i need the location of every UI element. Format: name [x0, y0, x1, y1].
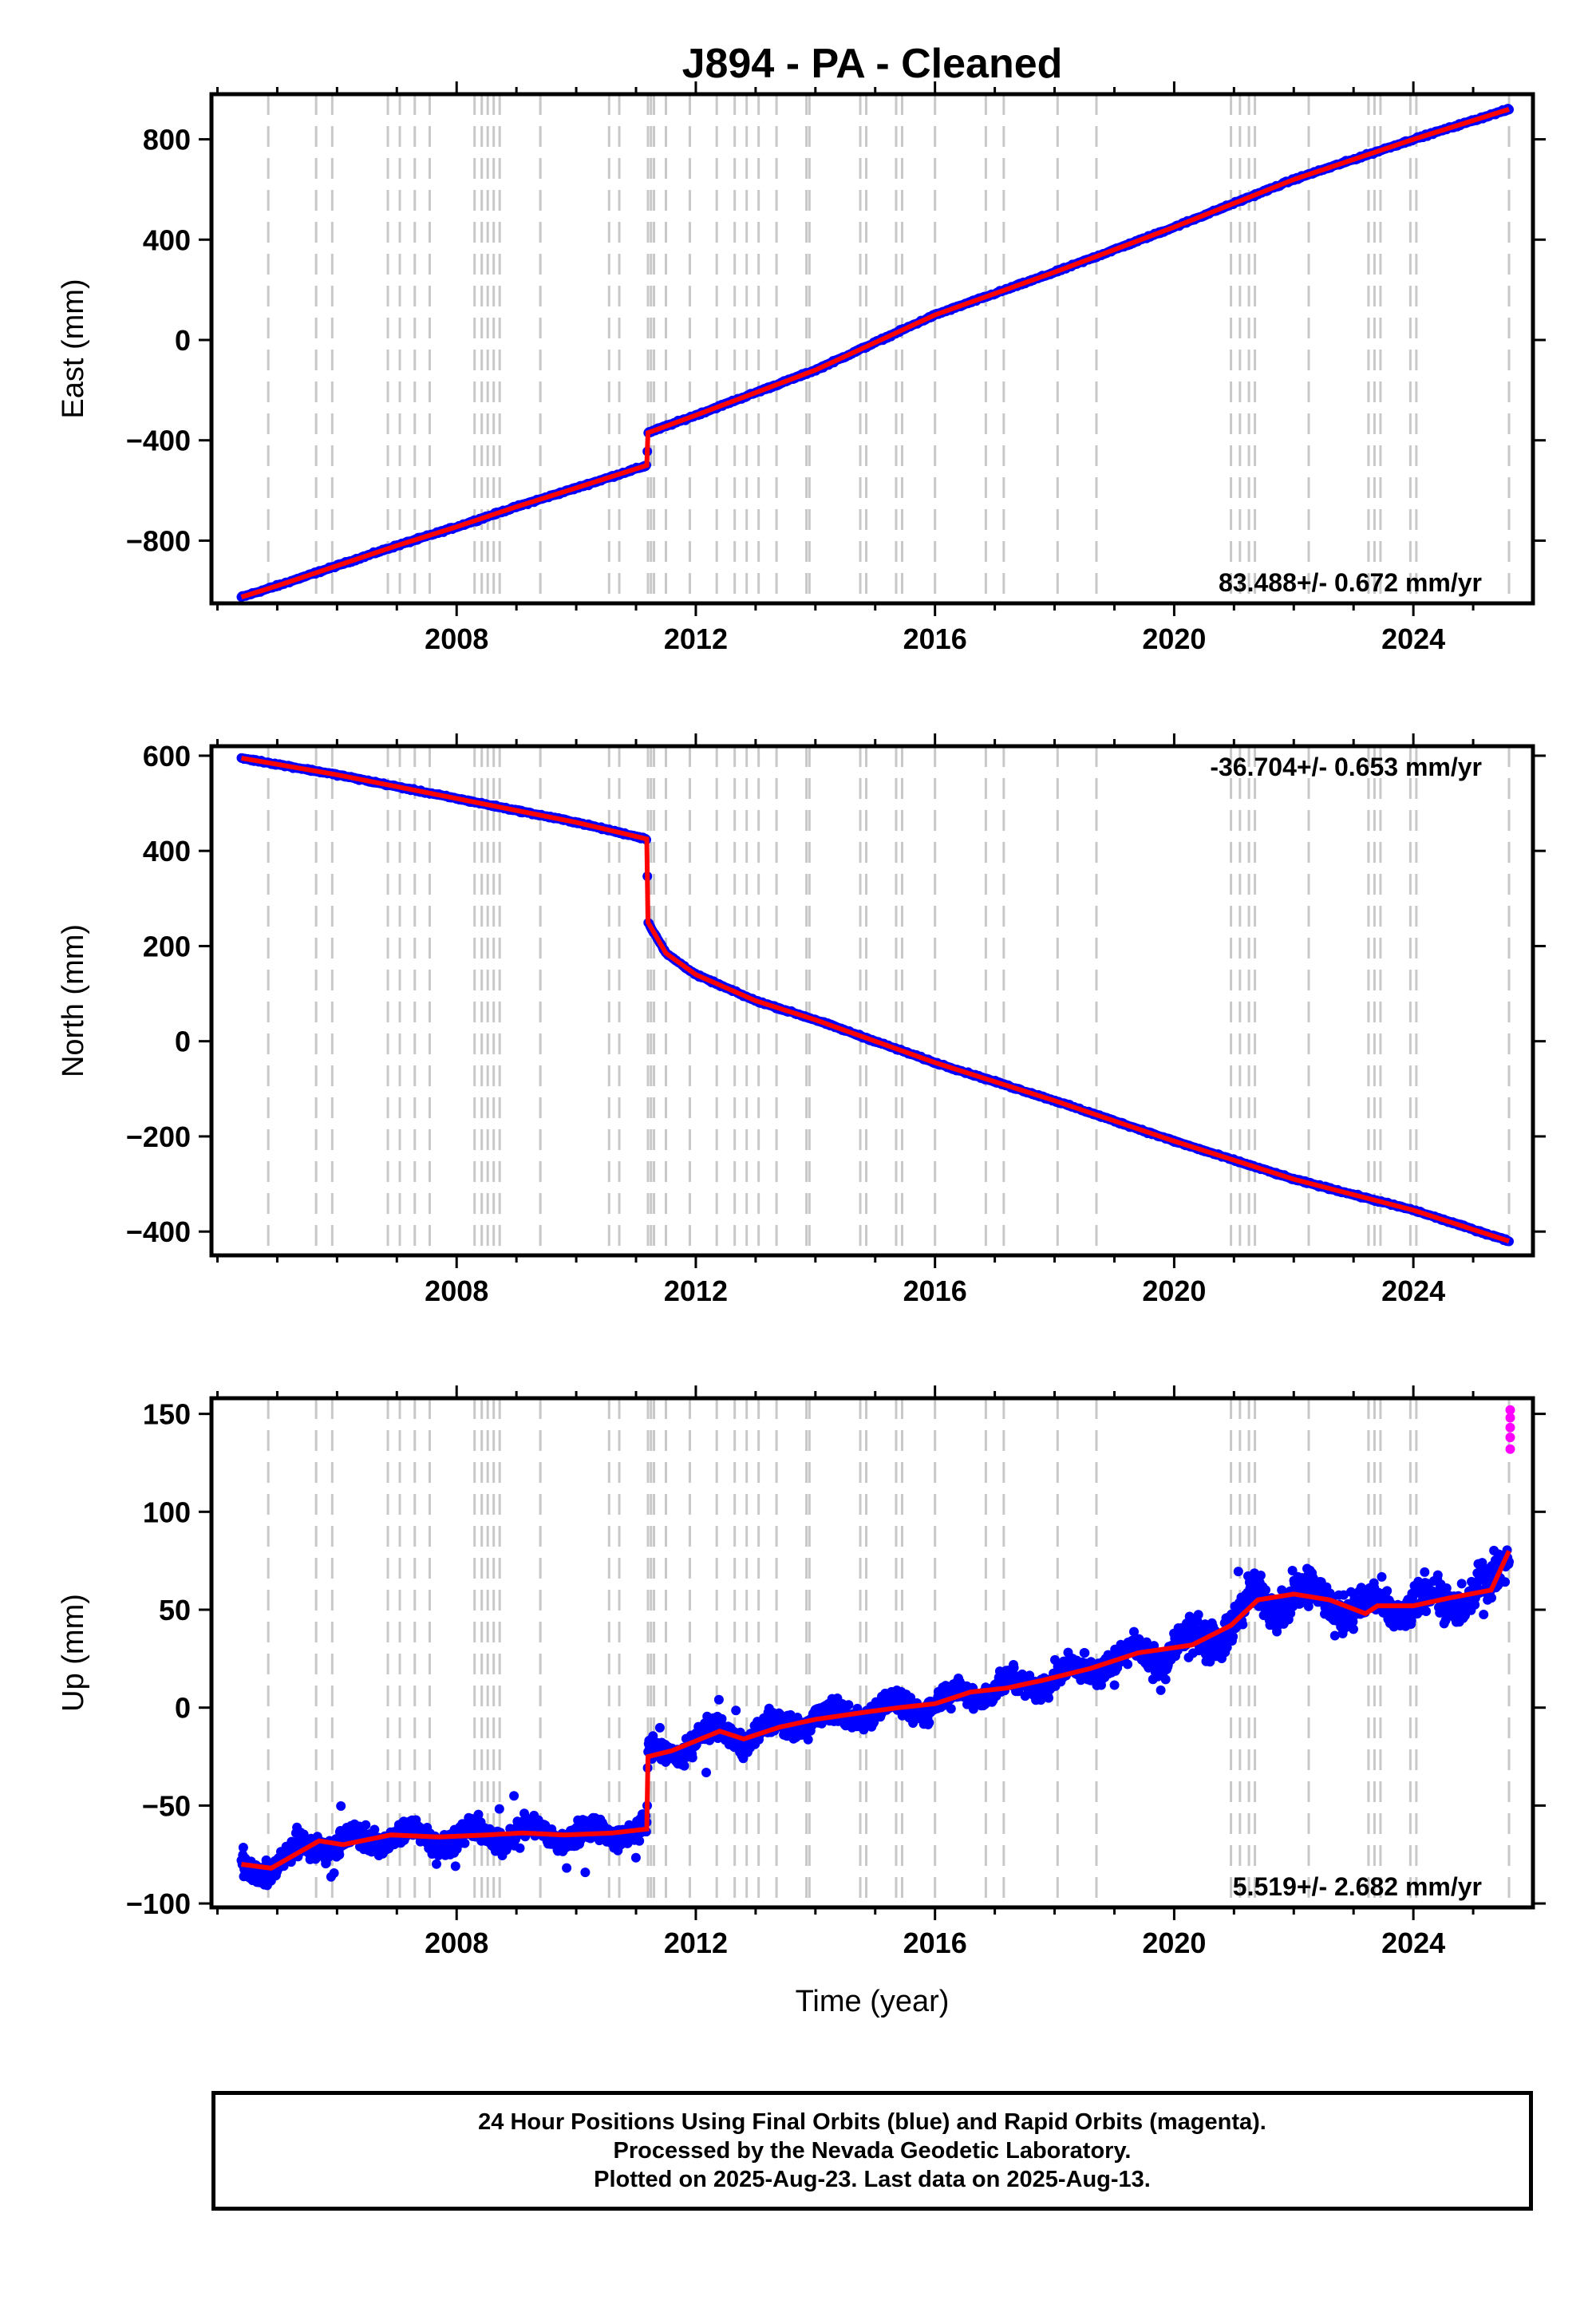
- data-point: [580, 1867, 591, 1878]
- y-tick-label: 200: [143, 930, 191, 962]
- data-point: [803, 1734, 813, 1745]
- data-point: [731, 1705, 741, 1716]
- data-point: [515, 1843, 525, 1853]
- y-tick-label: 400: [143, 223, 191, 256]
- data-point: [701, 1768, 711, 1777]
- plot-area-up: [236, 1398, 1515, 1907]
- data-point: [687, 1753, 697, 1763]
- x-tick-label: 2008: [425, 622, 488, 655]
- data-point: [1160, 1674, 1171, 1685]
- data-point: [460, 1838, 470, 1848]
- plot-frame: [209, 744, 1535, 1258]
- x-tick-label: 2020: [1142, 1275, 1206, 1307]
- y-tick-label: 0: [175, 1026, 191, 1058]
- velocity-label: 83.488+/- 0.672 mm/yr: [1219, 568, 1482, 597]
- data-point: [473, 1809, 484, 1820]
- data-point: [869, 1717, 879, 1727]
- data-point: [906, 1693, 916, 1703]
- y-axis-title: East (mm): [57, 279, 90, 418]
- data-point: [1123, 1659, 1133, 1670]
- data-point: [679, 1761, 689, 1771]
- data-point: [509, 1791, 519, 1801]
- data-point: [329, 1868, 339, 1878]
- data-point: [1129, 1626, 1139, 1637]
- x-tick-label: 2020: [1142, 622, 1206, 655]
- y-tick-label: −400: [126, 1215, 191, 1248]
- data-point: [336, 1801, 346, 1811]
- data-point: [634, 1836, 645, 1846]
- data-point: [562, 1863, 572, 1873]
- model-line: [240, 755, 1510, 1243]
- data-point: [1080, 1648, 1090, 1658]
- chart-title: J894 - PA - Cleaned: [682, 41, 1063, 87]
- data-point: [713, 1694, 724, 1705]
- data-point: [432, 1859, 441, 1869]
- data-point: [450, 1861, 460, 1871]
- x-tick-label: 2008: [425, 1275, 488, 1307]
- x-tick-label: 2024: [1381, 622, 1445, 655]
- data-point: [1109, 1680, 1120, 1690]
- data-point: [334, 1850, 345, 1860]
- x-tick-label: 2012: [664, 1275, 728, 1307]
- data-point: [630, 1852, 641, 1863]
- data-point: [1103, 1650, 1113, 1660]
- plot-area-north: [236, 746, 1514, 1255]
- y-tick-label: −400: [126, 425, 191, 457]
- data-point: [1009, 1662, 1019, 1673]
- y-tick-label: −800: [126, 524, 191, 557]
- y-tick-label: 0: [175, 324, 191, 357]
- data-point: [843, 1700, 854, 1710]
- plot-frame: [209, 92, 1535, 606]
- data-point: [1044, 1693, 1053, 1703]
- data-point: [494, 1804, 504, 1814]
- data-point: [946, 1704, 956, 1714]
- y-tick-label: 600: [143, 740, 191, 773]
- model-line: [240, 107, 1510, 599]
- y-tick-label: −200: [126, 1120, 191, 1153]
- data-point: [1156, 1685, 1166, 1695]
- data-point: [717, 1713, 727, 1724]
- data-point: [238, 1843, 248, 1852]
- data-point: [595, 1836, 605, 1846]
- data-point: [361, 1820, 371, 1830]
- panel-north: 2008 2012 2016 2020 2024 −400 −200 0 200 400 600 No…: [57, 733, 1546, 1307]
- panel-east: 2008 2012 2016 2020 2024 −800 −400 0 400 800 East …: [57, 81, 1546, 655]
- data-point: [369, 1824, 380, 1835]
- y-axis-title: North (mm): [57, 924, 90, 1077]
- x-tick-label: 2012: [664, 622, 728, 655]
- plot-area-east: [236, 94, 1514, 603]
- x-tick-label: 2016: [903, 1275, 967, 1307]
- data-point: [654, 1722, 665, 1733]
- y-tick-label: 400: [143, 835, 191, 868]
- x-tick-label: 2024: [1381, 1275, 1445, 1307]
- y-tick-label: 800: [143, 124, 191, 156]
- x-tick-label: 2016: [903, 622, 967, 655]
- data-point: [924, 1717, 934, 1728]
- velocity-label: -36.704+/- 0.653 mm/yr: [1210, 753, 1482, 781]
